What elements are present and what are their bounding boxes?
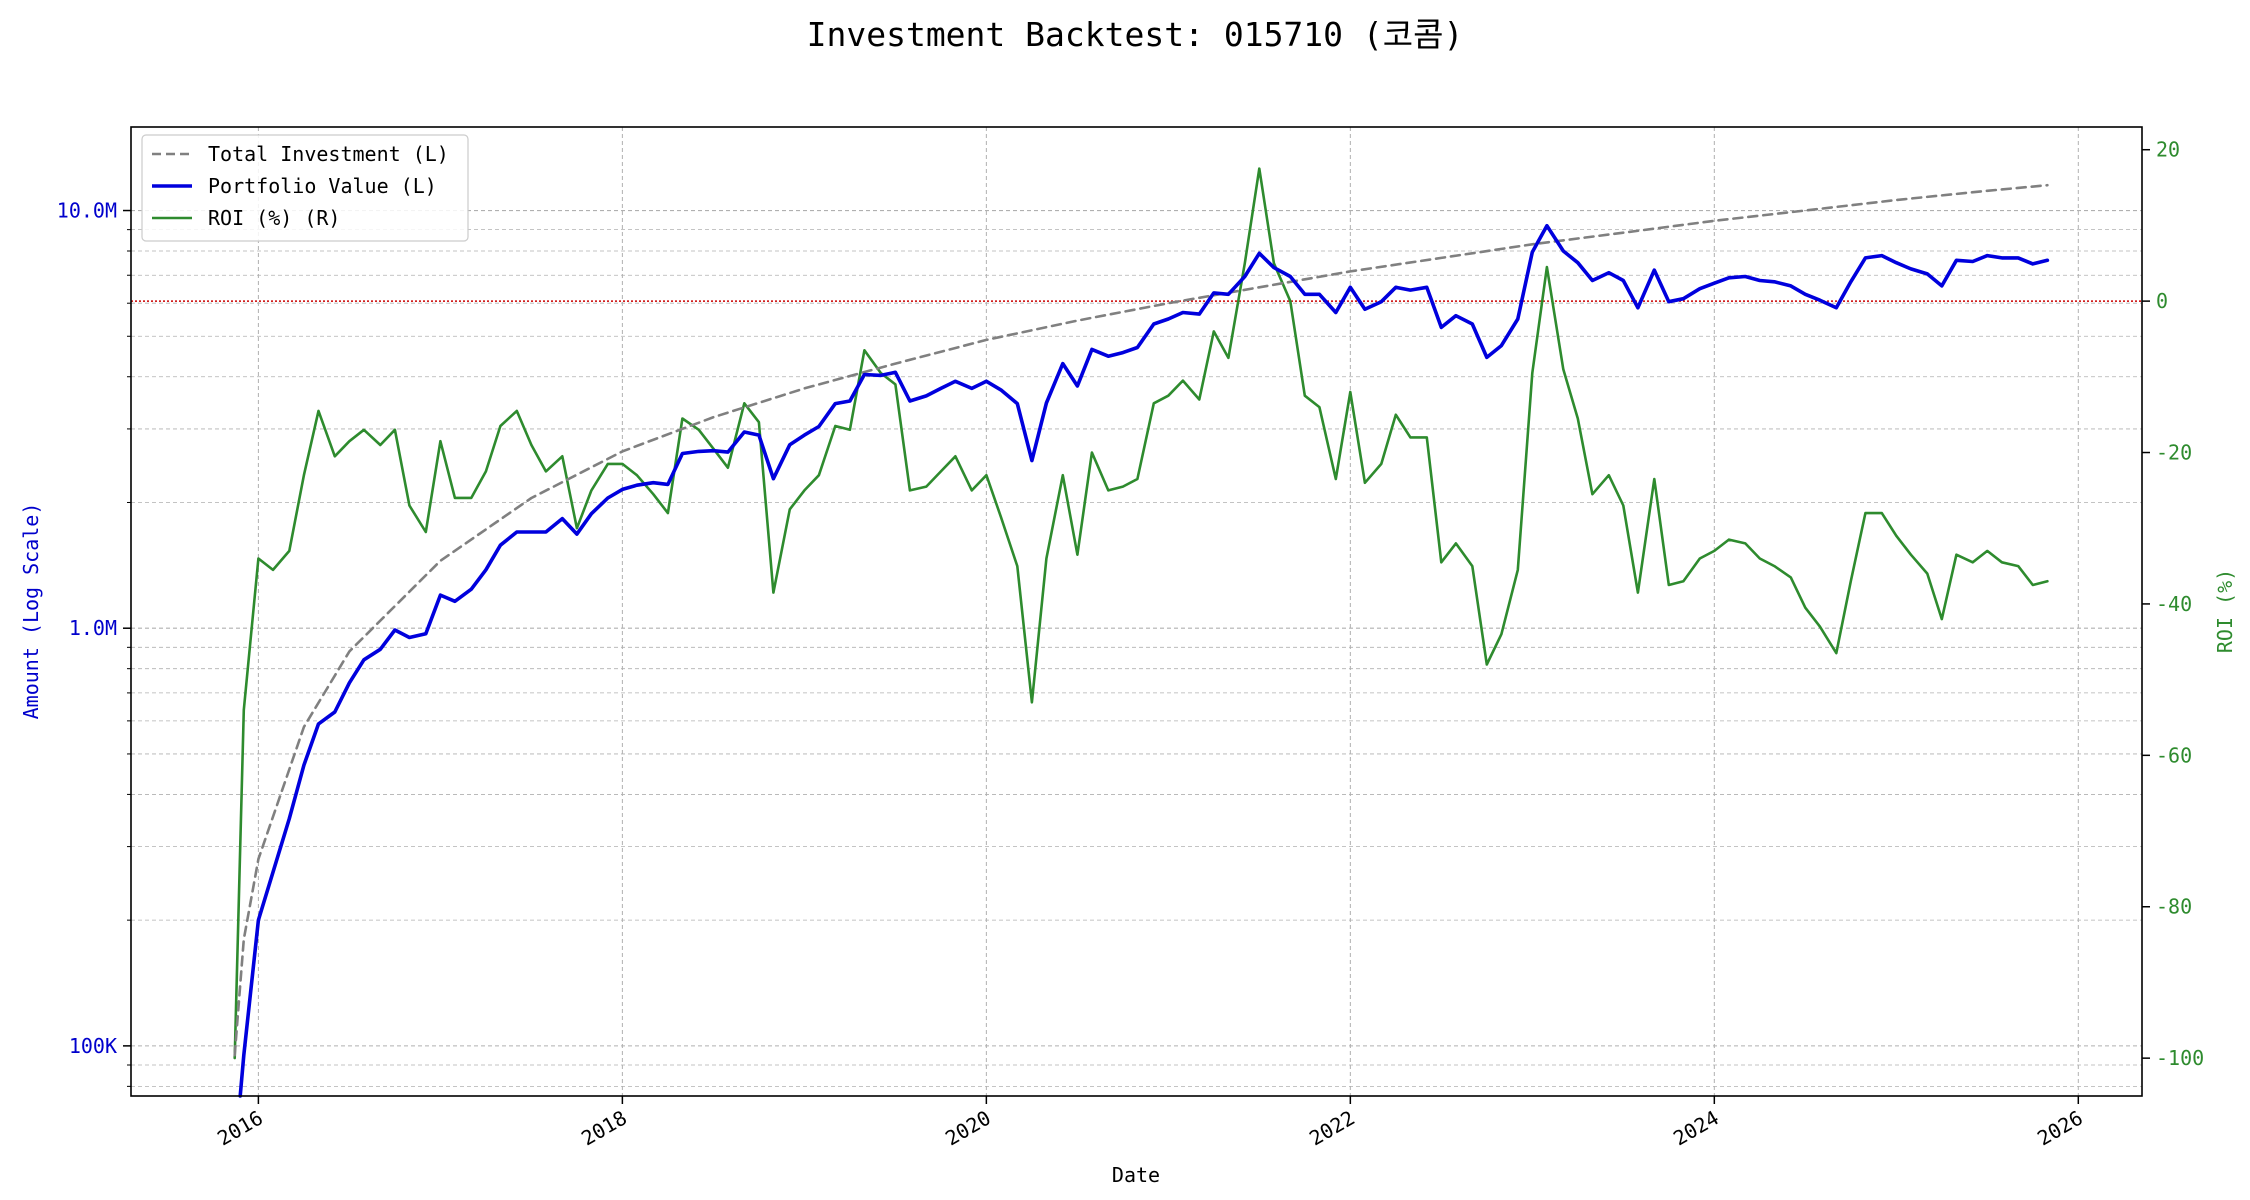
y-left-tick-label: 1.0M	[69, 616, 117, 640]
roi-line	[233, 167, 2049, 1060]
x-axis-ticks: 2016 2018 2020 2022 2024 2026	[213, 1096, 2087, 1150]
x-tick-label: 2018	[577, 1106, 631, 1151]
plot-frame	[130, 126, 2143, 1097]
x-tick-label: 2022	[1305, 1106, 1359, 1151]
left-axis-ticks: 100K 1.0M 10.0M	[57, 199, 131, 1087]
y-right-tick-label: 0	[2156, 289, 2168, 313]
legend-box	[141, 134, 469, 242]
y-right-tick-label: -60	[2156, 743, 2192, 767]
right-axis-label: ROI (%)	[2213, 569, 2237, 653]
y-right-tick-label: 20	[2156, 138, 2180, 162]
series-lines	[233, 167, 2050, 1098]
left-axis-label: Amount (Log Scale)	[19, 503, 43, 720]
y-right-tick-label: -80	[2156, 895, 2192, 919]
y-right-tick-label: -100	[2156, 1046, 2204, 1070]
x-tick-label: 2016	[213, 1106, 267, 1151]
legend-label-total-investment: Total Investment (L)	[208, 142, 449, 166]
x-axis-label: Date	[1112, 1163, 1160, 1187]
y-right-tick-label: -40	[2156, 592, 2192, 616]
x-tick-label: 2026	[2033, 1106, 2087, 1151]
legend: Total Investment (L) Portfolio Value (L)…	[141, 134, 469, 242]
y-left-tick-label: 100K	[69, 1034, 117, 1058]
total-investment-line	[233, 183, 2049, 1057]
portfolio-value-line	[238, 223, 2050, 1098]
x-tick-label: 2024	[1669, 1106, 1723, 1151]
legend-label-portfolio-value: Portfolio Value (L)	[208, 174, 437, 198]
x-tick-label: 2020	[941, 1106, 995, 1151]
y-left-tick-label: 10.0M	[57, 199, 117, 223]
legend-label-roi: ROI (%) (R)	[208, 206, 340, 230]
chart-title: Investment Backtest: 015710 (코콤)	[807, 15, 1464, 54]
right-axis-ticks: 20 0 -20 -40 -60 -80 -100	[2142, 138, 2204, 1070]
y-right-tick-label: -20	[2156, 441, 2192, 465]
